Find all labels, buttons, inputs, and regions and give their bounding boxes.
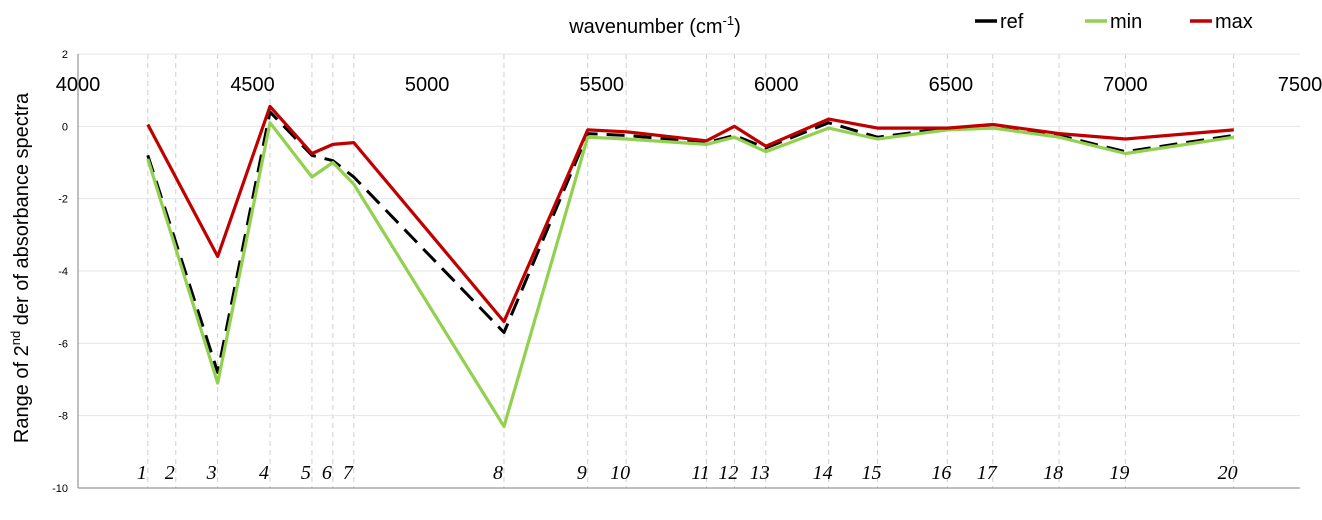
peak-label: 5 — [301, 462, 311, 484]
peak-label: 17 — [977, 462, 998, 484]
peak-label: 15 — [862, 462, 882, 484]
legend-label-min: min — [1110, 11, 1142, 33]
peak-label: 16 — [931, 462, 951, 484]
peak-label: 4 — [259, 462, 269, 484]
x-tick-label: 7000 — [1103, 74, 1148, 96]
peak-label: 19 — [1109, 462, 1129, 484]
y-tick-label: -4 — [58, 266, 68, 278]
legend-label-ref: ref — [1000, 11, 1024, 33]
x-tick-label: 5500 — [579, 74, 624, 96]
x-tick-label: 7500 — [1278, 74, 1322, 96]
series-line-ref — [146, 110, 1234, 374]
legend-label-max: max — [1215, 11, 1253, 33]
x-tick-label: 6000 — [754, 74, 799, 96]
y-tick-label: -10 — [52, 483, 68, 495]
peak-label: 20 — [1218, 462, 1238, 484]
peak-label: 10 — [610, 462, 630, 484]
y-tick-label: -6 — [58, 338, 68, 350]
series-lines — [146, 104, 1234, 429]
y-tick-label: 2 — [62, 49, 68, 61]
x-tick-label: 4500 — [230, 74, 275, 96]
legend: ref min max — [975, 11, 1253, 33]
series-line-max — [146, 104, 1234, 324]
horizontal-gridlines — [78, 53, 1300, 417]
x-axis-title: wavenumber (cm-1) — [568, 13, 741, 38]
peak-label: 18 — [1043, 462, 1063, 484]
peak-labels: 1 2 3 4 5 6 7 8 9 10 11 12 13 14 15 16 17 18 19 20 — [137, 462, 1238, 484]
x-tick-label: 4000 — [56, 74, 101, 96]
y-tick-label: -8 — [58, 411, 68, 423]
peak-label: 12 — [718, 462, 738, 484]
peak-label: 13 — [750, 462, 770, 484]
axes — [77, 54, 1300, 489]
y-tick-label: -2 — [58, 194, 68, 206]
peak-label: 9 — [577, 462, 587, 484]
x-tick-label: 5000 — [405, 74, 450, 96]
peak-label: 3 — [206, 462, 217, 484]
peak-label: 2 — [165, 462, 175, 484]
series-line-min — [146, 121, 1234, 429]
y-axis-title: Range of 2nd der of absorbance spectra — [8, 92, 33, 443]
peak-label: 7 — [343, 462, 354, 484]
peak-label: 11 — [691, 462, 710, 484]
peak-label: 6 — [322, 462, 332, 484]
peak-label: 1 — [137, 462, 147, 484]
peak-label: 14 — [813, 462, 833, 484]
y-tick-label: 0 — [62, 121, 68, 133]
x-tick-label: 6500 — [929, 74, 974, 96]
peak-label: 8 — [493, 462, 503, 484]
